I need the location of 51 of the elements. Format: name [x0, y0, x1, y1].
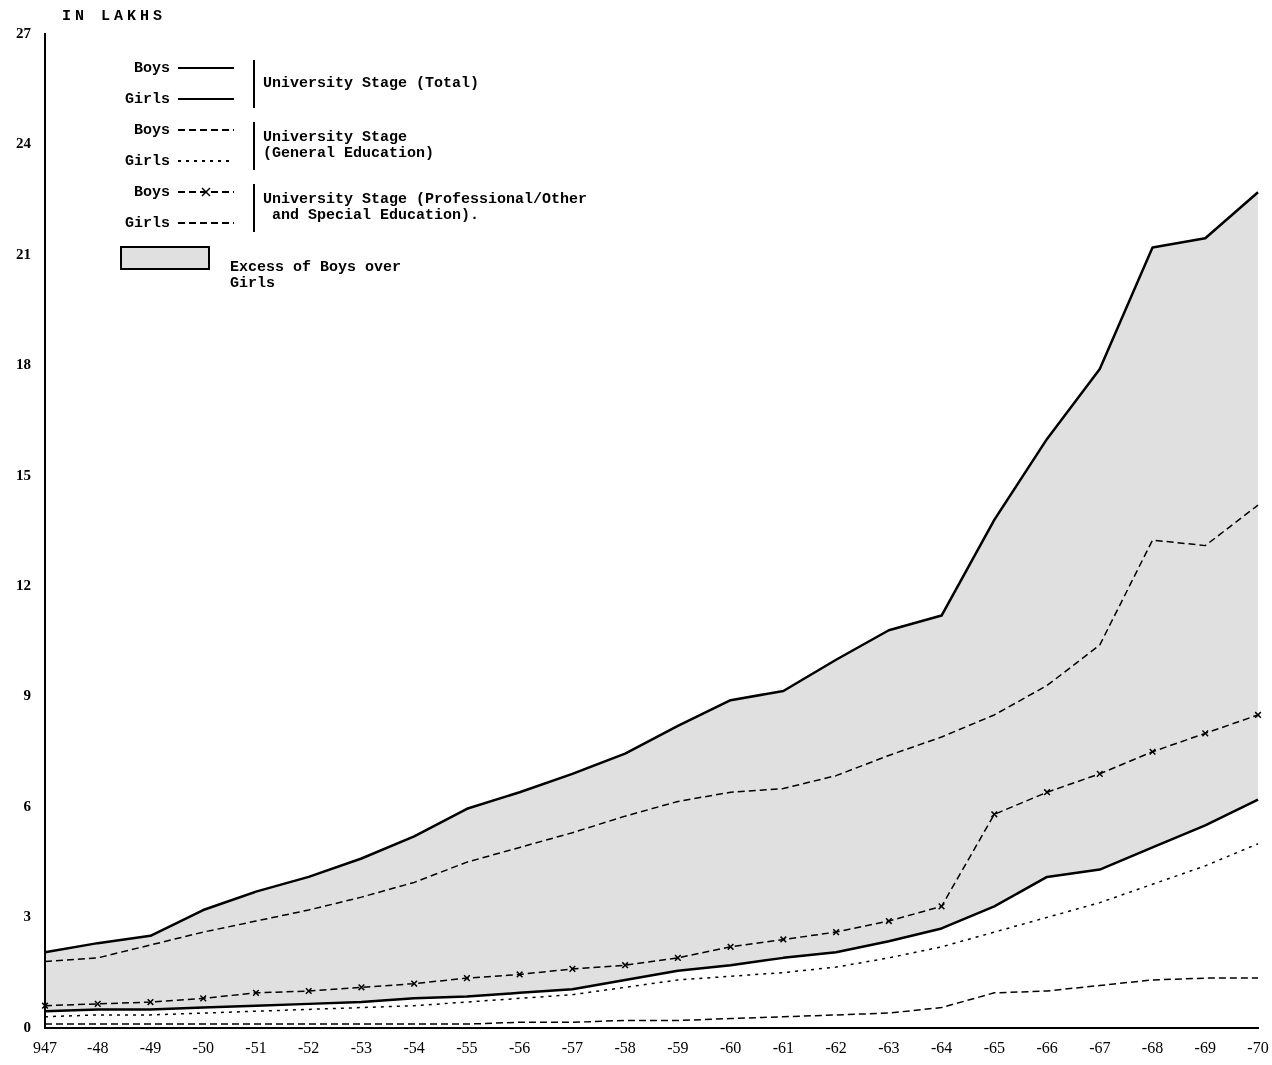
point	[832, 928, 840, 936]
y-tick-label: 9	[23, 687, 31, 704]
legend-label: Girls	[124, 215, 170, 232]
legend-label: Boys	[133, 184, 170, 201]
legend-label: Girls	[124, 153, 170, 170]
y-tick-label: 18	[16, 356, 31, 373]
x-tick-label: -48	[87, 1038, 109, 1056]
x-tick-label: -58	[614, 1038, 636, 1056]
x-tick-label: -55	[456, 1038, 478, 1056]
x-tick-label: -59	[667, 1038, 689, 1056]
x-tick-label: -64	[930, 1038, 953, 1056]
x-tick-label: -65	[983, 1038, 1005, 1056]
y-tick-label: 27	[16, 24, 32, 41]
x-tick-label: -67	[1089, 1038, 1111, 1056]
point	[674, 954, 682, 962]
x-tick-label: -66	[1036, 1038, 1058, 1056]
x-tick-label: -70	[1247, 1038, 1269, 1056]
point	[146, 998, 155, 1006]
x-tick-label: -68	[1141, 1038, 1164, 1056]
y-tick-label: 3	[23, 908, 31, 925]
annotation: Excess of Boys over Girls	[230, 259, 402, 292]
legend-label: Boys	[133, 122, 170, 139]
x-tick-label: -54	[403, 1038, 425, 1056]
x-tick-label: -52	[298, 1038, 320, 1056]
x-tick-label: -49	[139, 1038, 162, 1056]
x-tick-label: -51	[245, 1038, 267, 1056]
legend-label: Girls	[124, 91, 170, 108]
y-tick-label: 21	[16, 245, 31, 262]
point	[990, 810, 998, 818]
x-tick-label: -50	[192, 1038, 214, 1056]
x-tick-label: -69	[1194, 1038, 1216, 1056]
x-tick-label: -60	[719, 1038, 742, 1056]
x-tick-label: 947	[33, 1038, 57, 1056]
x-tick-label: -61	[772, 1038, 795, 1056]
y-tick-label: 15	[16, 466, 31, 483]
annotation: University Stage (Professional/Other and Special Education).	[263, 191, 588, 224]
annotation: University Stage (General Education)	[263, 129, 435, 162]
y-axis-title: IN LAKHS	[62, 8, 167, 25]
legend-label: Boys	[133, 60, 170, 77]
annotation: University Stage (Total)	[263, 75, 480, 92]
x-tick-label: -56	[508, 1038, 531, 1056]
y-tick-label: 6	[23, 797, 32, 814]
x-tick-label: -62	[825, 1038, 847, 1056]
x-tick-label: -63	[878, 1038, 900, 1056]
y-tick-label: 0	[23, 1018, 31, 1035]
x-tick-label: -53	[350, 1038, 373, 1056]
point	[463, 974, 471, 982]
y-tick-label: 12	[16, 576, 31, 593]
point	[1096, 770, 1104, 778]
x-tick-label: -57	[561, 1038, 584, 1056]
y-tick-label: 24	[16, 135, 32, 152]
